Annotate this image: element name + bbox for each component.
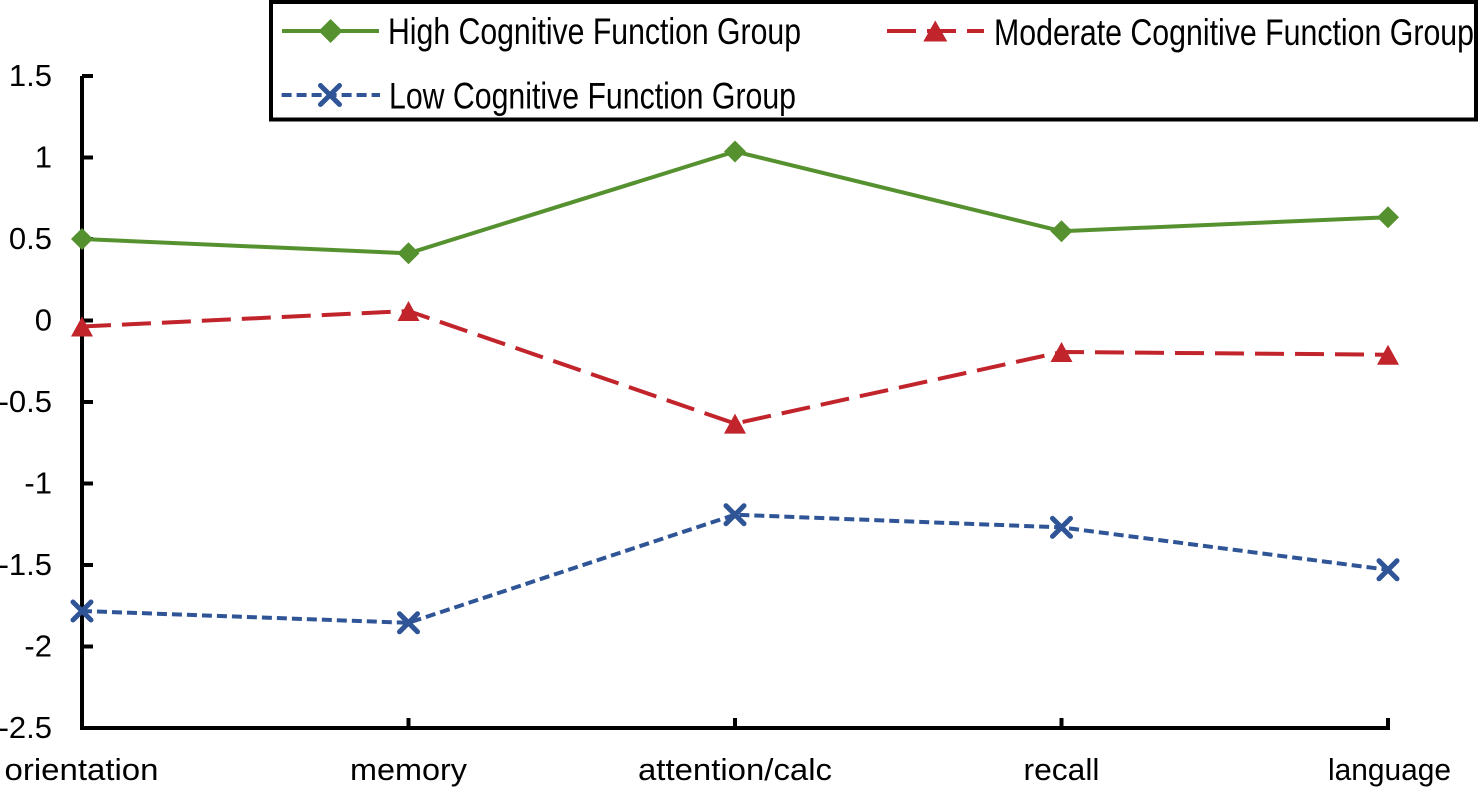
svg-text:memory: memory <box>350 752 468 787</box>
svg-text:-1.5: -1.5 <box>0 547 52 582</box>
svg-text:Low Cognitive Function Group: Low Cognitive Function Group <box>389 76 796 117</box>
svg-text:orientation: orientation <box>5 752 159 787</box>
svg-text:High Cognitive Function Group: High Cognitive Function Group <box>388 11 801 52</box>
svg-text:recall: recall <box>1024 752 1100 787</box>
svg-text:0.5: 0.5 <box>9 221 52 256</box>
svg-text:1.5: 1.5 <box>9 58 52 93</box>
svg-text:language: language <box>1328 752 1451 787</box>
svg-text:1: 1 <box>35 139 52 174</box>
svg-text:-1: -1 <box>24 465 52 500</box>
svg-text:-2: -2 <box>24 628 52 663</box>
svg-text:-0.5: -0.5 <box>0 384 52 419</box>
svg-text:-2.5: -2.5 <box>0 710 52 745</box>
svg-text:0: 0 <box>35 302 52 337</box>
svg-text:Moderate Cognitive Function Gr: Moderate Cognitive Function Group <box>994 12 1474 53</box>
svg-text:attention/calc: attention/calc <box>638 752 832 787</box>
